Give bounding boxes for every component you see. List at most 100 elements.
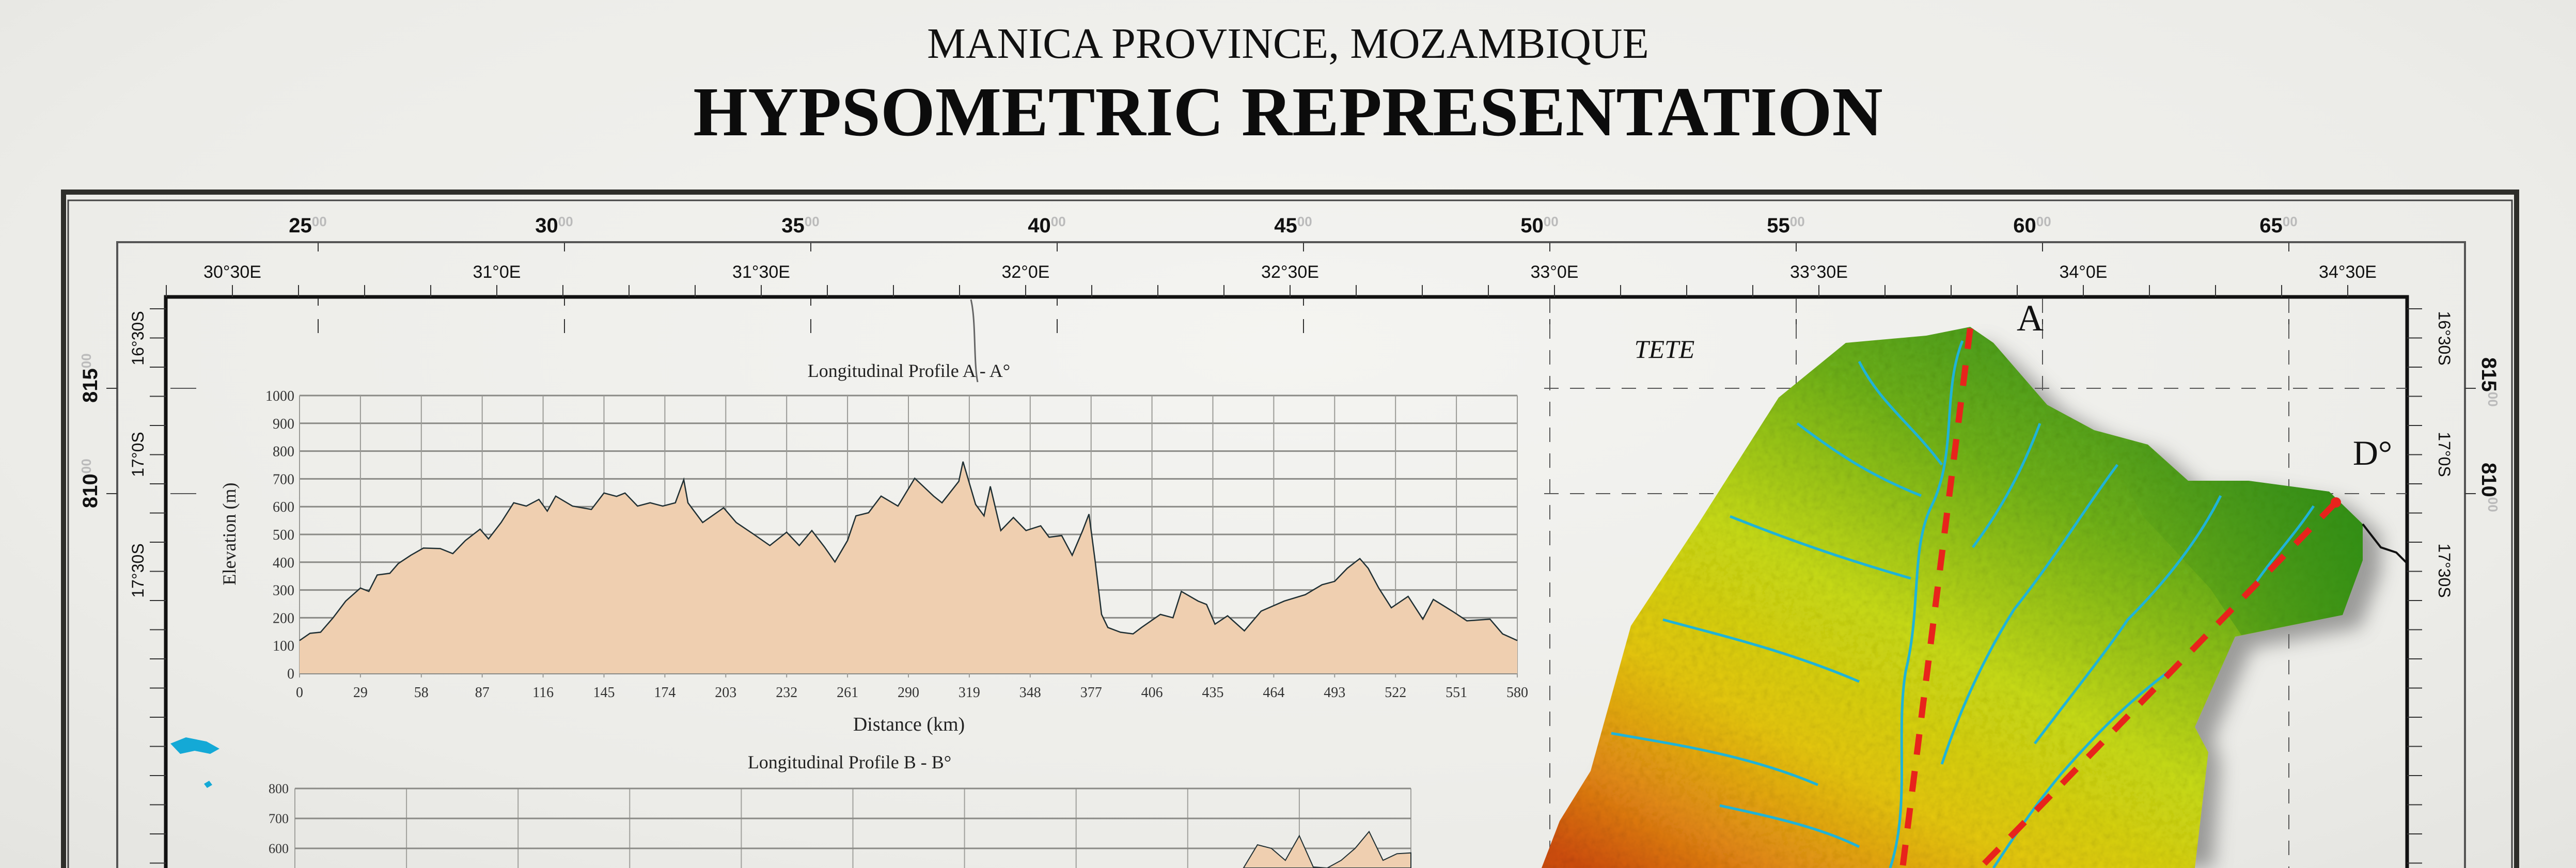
longitude-label: 31°0E [473, 262, 521, 282]
utm-easting-label: 6000 [2013, 214, 2051, 237]
x-tick-label: 377 [1080, 685, 1102, 701]
longitude-label: 31°30E [732, 262, 790, 282]
utm-major: 810 [79, 474, 102, 508]
x-tick-label: 493 [1324, 685, 1345, 701]
utm-major: 810 [2477, 463, 2500, 497]
utm-easting-label: 4500 [1274, 214, 1312, 237]
x-tick-label: 522 [1385, 685, 1406, 701]
x-axis-label: Distance (km) [853, 714, 965, 735]
y-tick-label: 600 [269, 841, 289, 856]
utm-northing-label: 81000 [2477, 463, 2501, 512]
border-line [2362, 523, 2407, 564]
x-tick-label: 145 [593, 685, 615, 701]
utm-northing-label: 81000 [78, 459, 102, 508]
map-area: TETE A D° [170, 297, 2407, 868]
longitude-label: 30°30E [203, 262, 261, 282]
x-tick-label: 87 [475, 685, 490, 701]
utm-minor: 00 [2283, 214, 2298, 229]
y-tick-label: 800 [269, 781, 289, 796]
longitude-label: 34°0E [2059, 262, 2107, 282]
x-tick-label: 261 [837, 685, 858, 701]
x-tick-label: 435 [1202, 685, 1224, 701]
utm-northing-label: 81500 [2477, 357, 2501, 407]
latitude-label: 17°30S [2435, 543, 2454, 597]
x-tick-label: 232 [776, 685, 797, 701]
longitude-label: 34°30E [2319, 262, 2377, 282]
y-tick-label: 400 [273, 555, 294, 571]
elevation-line [299, 461, 1518, 641]
x-tick-label: 464 [1263, 685, 1284, 701]
profile-line-d [1977, 500, 2338, 868]
utm-minor: 00 [2036, 214, 2051, 229]
longitude-label: 33°30E [1790, 262, 1848, 282]
longitude-labels: 30°30E 31°0E 31°30E 32°0E 32°30E 33°0E 33°30E 3… [203, 262, 2377, 282]
y-tick-label: 1000 [265, 388, 294, 404]
utm-major: 30 [535, 214, 558, 237]
utm-easting-labels: 2500 3000 3500 4000 4500 5000 5500 6000 6500 [289, 214, 2297, 237]
chart-title: Longitudinal Profile A - A° [808, 360, 1010, 381]
lowland-area [2097, 434, 2363, 635]
y-tick-label: 300 [273, 583, 294, 599]
y-tick-label: 800 [273, 444, 294, 460]
x-tick-label: 551 [1446, 685, 1467, 701]
utm-minor: 00 [1544, 214, 1559, 229]
outer-frame [61, 190, 2519, 868]
y-axis-label: Elevation (m) [219, 483, 240, 586]
x-tick-label: 290 [898, 685, 919, 701]
latitude-label: 16°30S [129, 311, 147, 365]
y-tick-label: 0 [287, 666, 294, 682]
profile-label-a: A [2017, 297, 2044, 339]
utm-major: 35 [781, 214, 805, 237]
utm-major: 55 [1767, 214, 1790, 237]
elevation-area [1243, 830, 1411, 868]
utm-minor: 00 [1297, 214, 1312, 229]
utm-major: 60 [2013, 214, 2036, 237]
utm-minor: 00 [312, 214, 327, 229]
latitude-label: 17°30S [129, 543, 147, 597]
utm-major: 65 [2259, 214, 2283, 237]
x-tick-label: 116 [532, 685, 554, 701]
latitude-label: 17°0S [2435, 432, 2454, 477]
utm-minor: 00 [1790, 214, 1805, 229]
utm-minor: 00 [2485, 497, 2501, 512]
x-tick-label: 319 [959, 685, 980, 701]
utm-minor: 00 [805, 214, 820, 229]
profile-b-chart: Longitudinal Profile B - B° 800 700 600 [269, 752, 1411, 868]
utm-easting-label: 6500 [2259, 214, 2297, 237]
latitude-northing-labels: 16°30S17°0S17°30S16°30S17°0S17°30S815008… [78, 311, 2501, 597]
latitude-label: 17°0S [129, 432, 147, 477]
graticule-frame [116, 241, 2466, 868]
utm-minor: 00 [78, 353, 94, 368]
utm-minor: 00 [1051, 214, 1066, 229]
map-subtitle: MANICA PROVINCE, MOZAMBIQUE [927, 20, 1649, 68]
y-tick-label: 500 [273, 527, 294, 543]
utm-major: 815 [79, 368, 102, 403]
utm-easting-label: 3500 [781, 214, 819, 237]
profile-a-chart: Longitudinal Profile A - A° Distance (km… [219, 360, 1528, 735]
utm-minor: 00 [558, 214, 573, 229]
y-tick-label: 200 [273, 610, 294, 626]
chart-title: Longitudinal Profile B - B° [748, 752, 951, 772]
inner-frame-line [67, 199, 2513, 868]
utm-major: 50 [1520, 214, 1544, 237]
utm-major: 40 [1028, 214, 1051, 237]
utm-easting-label: 2500 [289, 214, 326, 237]
x-tick-label: 174 [654, 685, 676, 701]
lake [170, 737, 219, 754]
lake [204, 781, 212, 788]
x-tick-label: 203 [715, 685, 736, 701]
longitude-label: 32°30E [1261, 262, 1319, 282]
y-tick-label: 700 [273, 471, 294, 487]
profile-end-marker [2331, 497, 2341, 508]
utm-easting-label: 5000 [1520, 214, 1558, 237]
utm-northing-label: 81500 [78, 353, 102, 403]
longitude-label: 32°0E [1001, 262, 1049, 282]
utm-easting-label: 3000 [535, 214, 573, 237]
y-tick-label: 900 [273, 416, 294, 432]
utm-major: 25 [289, 214, 312, 237]
y-tick-label: 600 [273, 499, 294, 515]
y-tick-label: 700 [269, 811, 289, 826]
utm-major: 45 [1274, 214, 1297, 237]
map-neatline [164, 295, 2409, 868]
